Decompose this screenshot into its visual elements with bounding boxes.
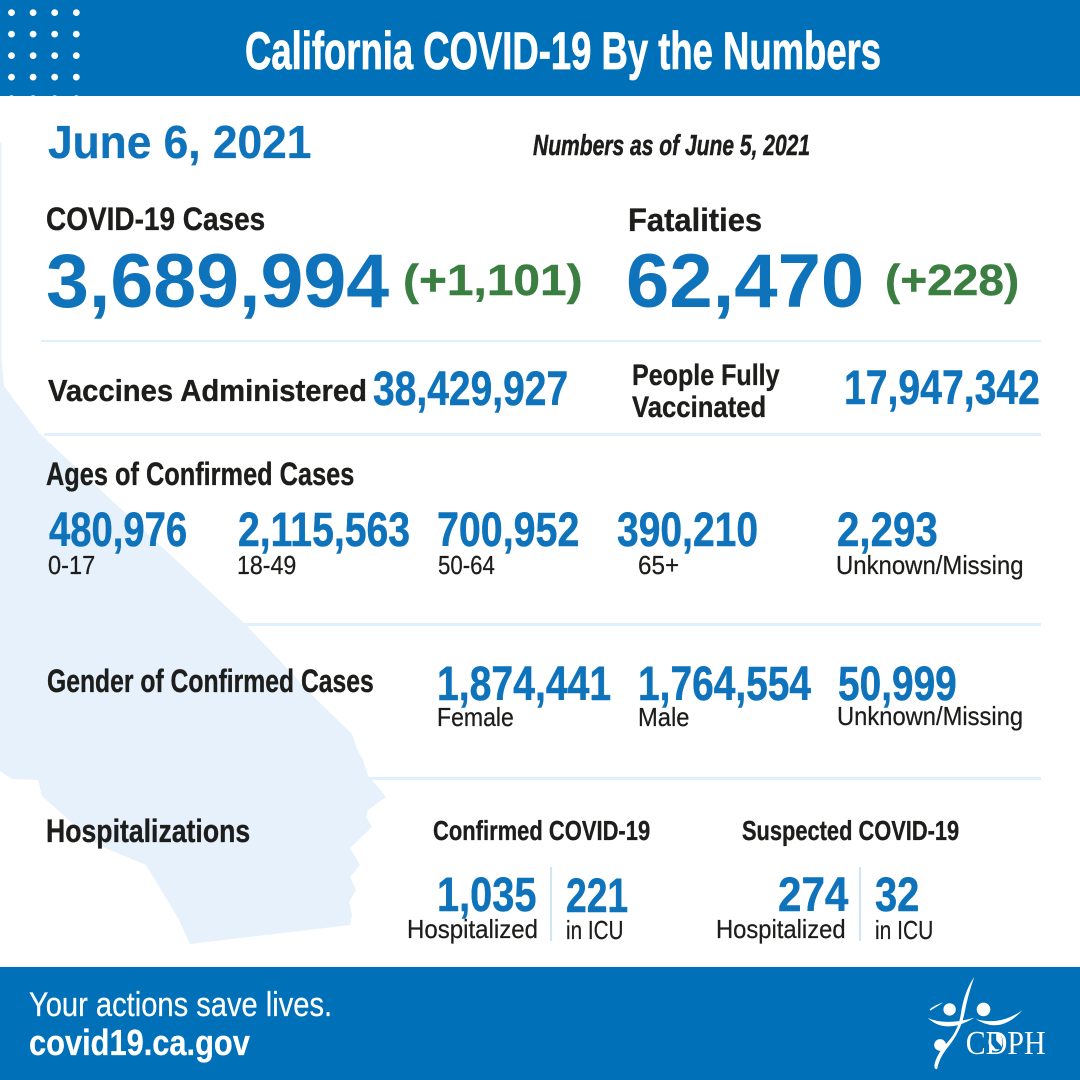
svg-text:CDPH: CDPH: [966, 1023, 1046, 1061]
